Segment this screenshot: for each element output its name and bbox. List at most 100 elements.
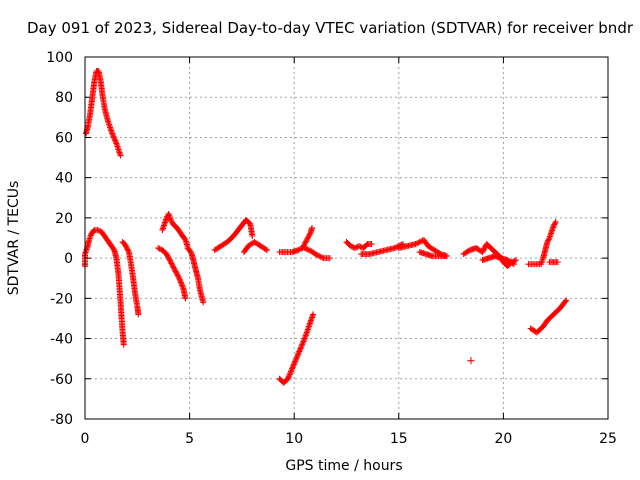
data-point xyxy=(305,247,315,255)
data-point xyxy=(293,347,303,362)
series-arc-19 xyxy=(546,259,561,266)
data-point xyxy=(167,216,176,226)
data-point xyxy=(487,245,497,255)
series-arc-20 xyxy=(527,297,570,336)
data-point xyxy=(251,239,263,249)
data-point xyxy=(180,285,189,302)
data-point xyxy=(230,226,242,239)
y-tick-label: 20 xyxy=(55,211,73,227)
series-isolated xyxy=(467,357,475,365)
data-point xyxy=(119,239,127,247)
data-point xyxy=(343,239,353,249)
data-point xyxy=(118,315,126,334)
data-point xyxy=(284,367,295,382)
x-tick-label: 15 xyxy=(390,431,408,447)
data-point xyxy=(174,224,184,236)
x-tick-label: 5 xyxy=(185,431,194,447)
data-point xyxy=(431,247,443,257)
data-point xyxy=(550,259,561,266)
y-tick-label: -60 xyxy=(50,372,73,388)
data-point xyxy=(132,291,141,308)
data-point xyxy=(435,253,448,260)
data-point xyxy=(171,267,182,280)
series-arc-2 xyxy=(83,68,124,159)
data-point xyxy=(540,318,550,330)
data-point xyxy=(130,275,139,296)
data-point xyxy=(504,257,517,268)
y-tick-label: -20 xyxy=(50,291,73,307)
data-point xyxy=(115,271,123,290)
axis-ticks: 0 5 10 15 20 25 -80 -60 -40 -20 0 20 40 60 80 100 xyxy=(46,50,617,447)
chart-title: Day 091 of 2023, Sidereal Day-to-day VTE… xyxy=(27,19,634,37)
data-point xyxy=(101,106,111,123)
data-point xyxy=(197,287,207,306)
series-arc-12 xyxy=(343,239,375,252)
data-point xyxy=(119,329,127,348)
y-tick-label: -40 xyxy=(50,332,73,348)
series-arc-1 xyxy=(82,226,127,348)
series-arc-7 xyxy=(211,216,256,254)
data-point xyxy=(128,261,136,280)
x-axis-label: GPS time / hours xyxy=(285,458,402,474)
data-point xyxy=(211,243,223,254)
data-point xyxy=(97,78,106,99)
data-point xyxy=(467,357,475,365)
data-point xyxy=(556,297,570,312)
data-point xyxy=(544,236,552,246)
data-point xyxy=(295,245,305,254)
y-axis-label: SDTVAR / TECUs xyxy=(6,181,22,296)
data-point xyxy=(117,299,125,320)
x-tick-label: 20 xyxy=(494,431,512,447)
data-point xyxy=(483,241,493,251)
data-point xyxy=(307,224,315,235)
data-point xyxy=(364,241,375,248)
data-point xyxy=(116,285,124,304)
data-point xyxy=(351,243,361,252)
data-point xyxy=(125,249,134,266)
data-point xyxy=(550,218,559,229)
data-point xyxy=(113,140,124,159)
series-arc-4 xyxy=(155,245,189,302)
data-point xyxy=(123,245,132,254)
y-tick-label: 60 xyxy=(55,130,73,146)
data-point xyxy=(159,247,169,257)
data-point xyxy=(109,130,119,146)
grid-lines xyxy=(85,57,608,419)
plot-frame xyxy=(84,56,609,420)
data-point xyxy=(176,275,186,290)
data-point xyxy=(301,245,311,253)
data-point xyxy=(94,226,104,235)
series-arc-17 xyxy=(479,253,517,268)
data-point xyxy=(416,237,426,246)
y-tick-label: 0 xyxy=(64,251,73,267)
y-tick-label: -80 xyxy=(50,412,73,428)
data-point xyxy=(356,243,365,251)
data-point xyxy=(289,357,299,372)
data-point xyxy=(155,245,165,253)
y-tick-label: 80 xyxy=(55,90,73,106)
data-point xyxy=(312,251,321,259)
data-point xyxy=(134,303,142,318)
series-arc-8 xyxy=(240,239,271,256)
data-point xyxy=(169,220,180,230)
series-arc-6 xyxy=(184,245,207,306)
data-point xyxy=(99,94,108,111)
data-point xyxy=(297,336,308,352)
data-point xyxy=(194,275,203,292)
data-point xyxy=(85,111,93,129)
data-point xyxy=(186,247,194,256)
data-point xyxy=(533,324,546,336)
data-point xyxy=(412,239,422,248)
data-point xyxy=(320,255,333,262)
data-point xyxy=(88,227,97,237)
data-point xyxy=(257,243,271,254)
x-tick-label: 25 xyxy=(599,431,617,447)
data-point xyxy=(460,247,472,258)
data-point xyxy=(102,235,113,246)
data-point xyxy=(347,243,357,251)
data-point xyxy=(184,245,192,253)
series-arc-5 xyxy=(159,210,191,250)
x-tick-label: 0 xyxy=(81,431,90,447)
series-arc-3 xyxy=(119,239,142,318)
